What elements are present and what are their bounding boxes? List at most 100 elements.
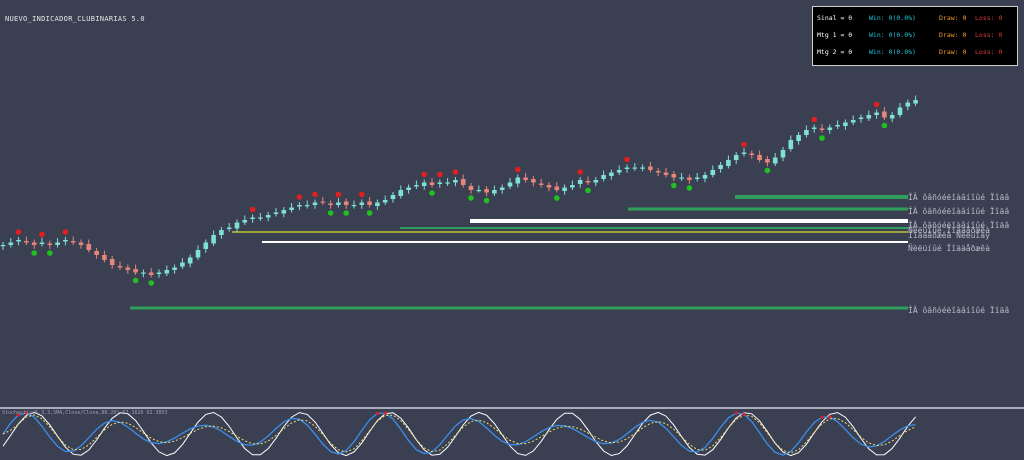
candle-body — [398, 190, 404, 196]
candle-body — [164, 270, 170, 274]
level-label: ÎÂ ôâñóéëîàâíîûé Ïîäâ — [908, 304, 1009, 315]
buy-signal-marker — [686, 185, 693, 191]
candle-body — [663, 172, 669, 175]
candle-body — [811, 127, 817, 129]
level-label: Ñèëüíûé Ïîääåðæêà — [908, 243, 990, 253]
buy-signal-marker — [764, 167, 771, 174]
candle-body — [905, 102, 911, 107]
overbought-dot — [17, 413, 21, 417]
candle-body — [117, 266, 123, 268]
stochastic-main-line — [2, 412, 916, 456]
stats-row-mtg2: Mtg 2 = 0 Win: 0(0.0%) Draw: 0 Loss: 0 — [817, 48, 1013, 58]
buy-signal-marker — [327, 210, 334, 216]
buy-signal-marker — [148, 280, 154, 286]
stats-label: Mtg 2 = 0 — [817, 48, 853, 56]
buy-signal-marker — [468, 195, 474, 201]
sell-signal-marker — [39, 231, 45, 238]
candle-body — [211, 235, 216, 244]
sell-signal-marker — [624, 156, 630, 163]
candle-body — [8, 242, 14, 245]
buy-signal-marker — [343, 210, 350, 216]
buy-signal-marker — [483, 197, 490, 204]
candle-body — [55, 242, 60, 245]
candle-body — [156, 272, 162, 274]
buy-signal-marker — [132, 277, 139, 284]
candle-body — [484, 189, 489, 193]
candle-body — [601, 175, 606, 179]
candle-body — [710, 170, 716, 175]
candle-body — [648, 166, 653, 170]
stats-row-mtg1: Mtg 1 = 0 Win: 0(0.0%) Draw: 0 Loss: 0 — [817, 31, 1013, 41]
stats-loss: Loss: 0 — [975, 31, 1003, 39]
candle-body — [850, 120, 856, 123]
candle-body — [616, 170, 622, 173]
candle-body — [538, 183, 544, 185]
candle-body — [31, 242, 37, 245]
candle-body — [187, 257, 193, 264]
candle-body — [351, 205, 357, 207]
candle-body — [499, 187, 505, 190]
stats-loss: Loss: 0 — [975, 48, 1003, 56]
candle-body — [94, 251, 99, 255]
overbought-dot — [828, 415, 832, 419]
level-label: ÎÂ ôâñóéëîàâíîûé Ïîäâ — [908, 191, 1009, 202]
candle-body — [429, 182, 435, 185]
candle-body — [843, 122, 848, 126]
candle-body — [125, 267, 131, 270]
stats-win: Win: 0(0.0%) — [869, 31, 916, 39]
overbought-dot — [820, 415, 824, 419]
candle-body — [172, 267, 177, 270]
buy-signal-marker — [554, 195, 560, 201]
overbought-dot — [742, 412, 746, 416]
sell-signal-marker — [249, 206, 256, 213]
candle-body — [515, 177, 521, 184]
candle-body — [133, 269, 138, 273]
sell-signal-marker — [312, 191, 318, 198]
candle-body — [687, 177, 692, 180]
candle-body — [265, 215, 271, 218]
candle-body — [367, 201, 372, 205]
stats-row-sinal: Sinal = 0 Win: 0(0.0%) Draw: 0 Loss: 0 — [817, 14, 1013, 24]
candle-body — [593, 180, 599, 183]
sell-signal-marker — [741, 141, 747, 148]
level-label: Ïîääåðæêà Ñèëüíàÿ — [908, 230, 990, 240]
candle-body — [414, 185, 419, 187]
candle-body — [281, 210, 287, 214]
candle-body — [250, 217, 255, 219]
candle-body — [320, 201, 326, 203]
candle-body — [492, 190, 497, 194]
level-label: ÎÂ ôâñóéëîàâíîûé Ïîäâ — [908, 205, 1009, 216]
level-label: ÎÂ ôâñóéëîàâíîûé Ïîäâ — [908, 219, 1009, 230]
candle-body — [819, 128, 825, 130]
candle-body — [609, 172, 614, 176]
candle-body — [757, 155, 762, 160]
candle-body — [546, 185, 552, 188]
candle-body — [0, 245, 6, 247]
candle-body — [913, 100, 918, 104]
candle-body — [289, 207, 294, 210]
candle-body — [16, 240, 21, 242]
candle-body — [297, 205, 302, 207]
candle-body — [835, 125, 840, 127]
sell-signal-marker — [437, 171, 443, 178]
candle-body — [874, 112, 879, 115]
candle-body — [382, 200, 388, 203]
candle-body — [531, 179, 536, 183]
overbought-dot — [24, 411, 28, 415]
sell-signal-marker — [452, 169, 459, 175]
candle-body — [47, 243, 53, 245]
buy-signal-marker — [819, 135, 825, 141]
candle-body — [507, 182, 513, 187]
sell-signal-marker — [62, 229, 69, 235]
candle-body — [585, 181, 591, 183]
candle-body — [203, 242, 209, 249]
level-labels: ÎÂ ôâñóéëîàâíîûé Ïîäâ ÎÂ ôâñóéëîàâíîûé Ïî… — [908, 191, 1009, 315]
stochastic-aux-line — [2, 411, 916, 457]
stochastic-signal-line — [2, 414, 916, 454]
candle-body — [640, 167, 645, 169]
candle-body — [437, 182, 443, 184]
sell-signal-marker — [811, 116, 817, 123]
candle-body — [63, 240, 68, 242]
overbought-dot — [383, 411, 387, 415]
